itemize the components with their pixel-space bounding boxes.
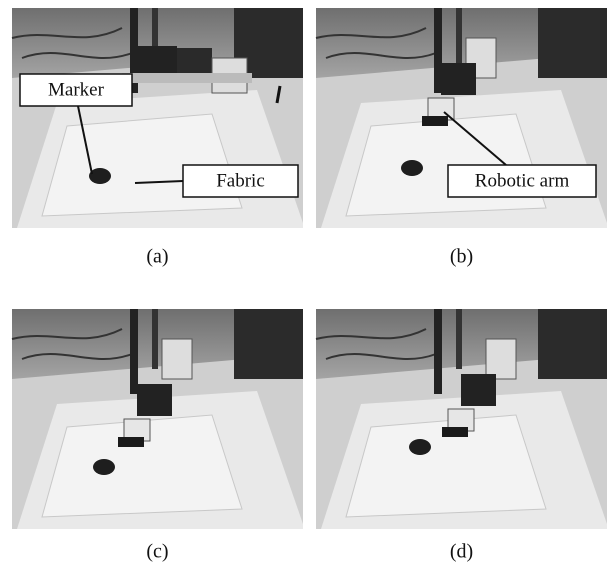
cables [315, 27, 437, 59]
arm-servo [137, 46, 177, 76]
arm-servo [465, 37, 497, 79]
arm-base [122, 73, 252, 83]
gripper-tip [422, 116, 448, 126]
callout-box [19, 73, 133, 107]
gripper-tip [442, 427, 468, 437]
caption: (a) [146, 246, 168, 268]
frame-post [456, 309, 462, 369]
callout-box [447, 164, 597, 198]
arm-servo [137, 384, 172, 416]
rod [275, 85, 282, 104]
callout-leader [77, 105, 93, 175]
gripper-tip [118, 437, 144, 447]
photo-panel [315, 309, 607, 529]
callout-label: Robotic arm [475, 170, 570, 191]
monitor [538, 309, 607, 379]
arm-servo [461, 374, 496, 406]
marker [93, 459, 115, 475]
arm-servo [161, 338, 193, 380]
cables [315, 328, 437, 360]
frame-post [130, 8, 138, 93]
frame-post [434, 8, 442, 93]
marker [89, 168, 111, 184]
cables [11, 328, 133, 360]
callout-leader [443, 111, 507, 166]
photo-panel: Marker Fabric [11, 8, 303, 228]
callout-box [182, 164, 299, 198]
caption: (d) [450, 541, 473, 563]
callout-label: Marker [48, 79, 105, 100]
monitor [538, 8, 607, 78]
frame-post [152, 8, 158, 68]
cables [11, 27, 133, 59]
marker [409, 439, 431, 455]
frame-post [456, 8, 462, 68]
arm-servo [177, 48, 212, 76]
monitor [234, 309, 303, 379]
caption: (c) [146, 541, 168, 563]
frame-post [130, 309, 138, 394]
frame-post [434, 309, 442, 394]
photo-panel [11, 309, 303, 529]
marker [401, 160, 423, 176]
fabric [41, 414, 243, 518]
arm-servo [441, 63, 476, 95]
frame-post [152, 309, 158, 369]
callout-label: Fabric [216, 170, 265, 191]
callout-leader [134, 180, 184, 184]
arm-servo [485, 338, 517, 380]
photo-panel: Robotic arm [315, 8, 607, 228]
caption: (b) [450, 246, 473, 268]
